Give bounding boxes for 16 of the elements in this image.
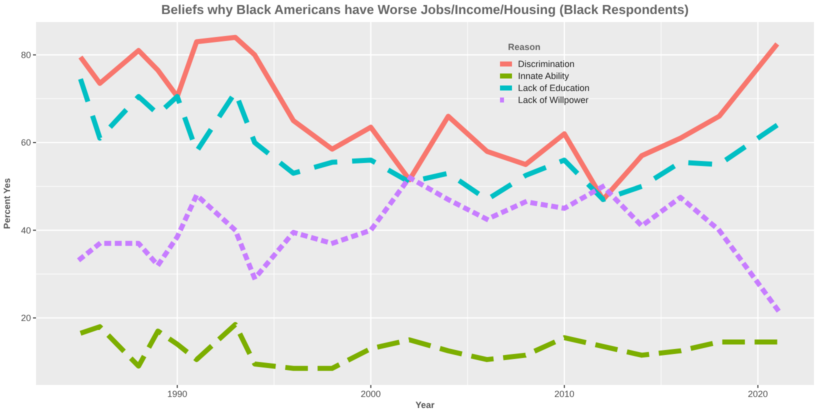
x-tick-label: 2010 (554, 389, 574, 399)
y-tick-label: 40 (20, 225, 31, 236)
x-tick-label: 2000 (360, 389, 381, 399)
x-tick-label: 2020 (748, 389, 768, 399)
legend-label: Lack of Willpower (518, 95, 589, 106)
legend-label: Discrimination (518, 59, 575, 70)
legend-title: Reason (508, 42, 541, 52)
chart-title: Beliefs why Black Americans have Worse Jobs/Income/Housing (Black Respondents) (161, 2, 689, 17)
y-axis-title: Percent Yes (2, 178, 12, 229)
y-tick-label: 60 (20, 138, 31, 148)
x-tick-label: 1990 (167, 389, 188, 399)
legend-label: Innate Ability (518, 71, 570, 82)
y-tick-label: 20 (20, 313, 31, 324)
x-axis-title: Year (415, 400, 435, 410)
y-tick-label: 80 (20, 50, 31, 60)
legend-label: Lack of Education (518, 83, 590, 94)
